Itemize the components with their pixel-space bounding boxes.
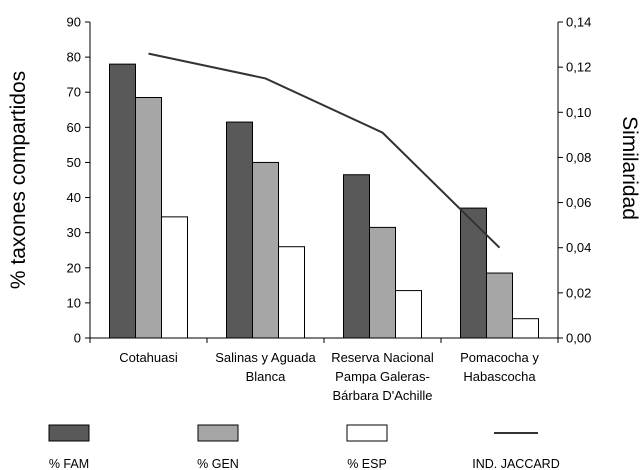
y-tick-label-right: 0,02	[566, 285, 591, 300]
legend: % FAM % GEN % ESP IND. JACCARD	[48, 424, 560, 470]
y-tick-label-right: 0,14	[566, 15, 591, 30]
x-category-label: Pampa Galeras-	[335, 369, 430, 384]
bar	[460, 207, 487, 339]
y-tick-label-left: 40	[67, 190, 81, 205]
legend-swatch	[48, 424, 90, 442]
bar	[109, 63, 136, 339]
legend-swatch	[197, 424, 239, 442]
y-tick-label-right: 0,04	[566, 240, 591, 255]
y-tick-label-left: 30	[67, 225, 81, 240]
jaccard-line-group	[148, 52, 501, 249]
bar	[252, 161, 279, 339]
y-tick-label-left: 50	[67, 155, 81, 170]
x-category-label: Blanca	[246, 369, 287, 384]
y-tick-label-left: 90	[67, 15, 81, 30]
bar	[369, 226, 396, 339]
y-tick-label-right: 0,08	[566, 150, 591, 165]
y-tick-label-right: 0,12	[566, 60, 591, 75]
jaccard-line	[148, 52, 501, 249]
y-tick-label-left: 70	[67, 85, 81, 100]
bar	[161, 216, 188, 339]
legend-label: % GEN	[197, 457, 239, 470]
bars	[109, 63, 539, 339]
bar	[135, 96, 162, 339]
x-category-label: Habascocha	[463, 369, 536, 384]
legend-swatch	[346, 424, 388, 442]
legend-label: % ESP	[347, 457, 387, 470]
x-category-label: Pomacocha y	[460, 350, 539, 365]
y-tick-label-left: 0	[74, 331, 81, 346]
y-tick-label-left: 10	[67, 295, 81, 310]
y-tick-label-right: 0,06	[566, 195, 591, 210]
legend-label: IND. JACCARD	[472, 457, 560, 470]
legend-label: % FAM	[49, 457, 89, 470]
y-tick-label-left: 80	[67, 50, 81, 65]
y-tick-label-right: 0,00	[566, 331, 591, 346]
labels: 0 10 20 30 40 50 60 70 80 90 0,00 0,02 0,04 0,06 0,08 0…	[7, 15, 641, 404]
bar	[278, 246, 305, 339]
y-tick-label-left: 20	[67, 260, 81, 275]
bar	[226, 121, 253, 339]
y-tick-label-right: 0,10	[566, 105, 591, 120]
bar	[512, 318, 539, 339]
x-category-label: Salinas y Aguada	[215, 350, 316, 365]
x-category-label: Bárbara D'Achille	[332, 388, 432, 403]
bar	[395, 290, 422, 339]
x-category-label: Reserva Nacional	[331, 350, 434, 365]
y-axis-title-left: % taxones compartidos	[7, 71, 30, 289]
y-tick-label-left: 60	[67, 120, 81, 135]
bar	[486, 272, 513, 339]
x-category-label: Cotahuasi	[119, 350, 178, 365]
bar	[343, 174, 370, 339]
y-axis-title-right: Similaridad	[618, 116, 641, 220]
